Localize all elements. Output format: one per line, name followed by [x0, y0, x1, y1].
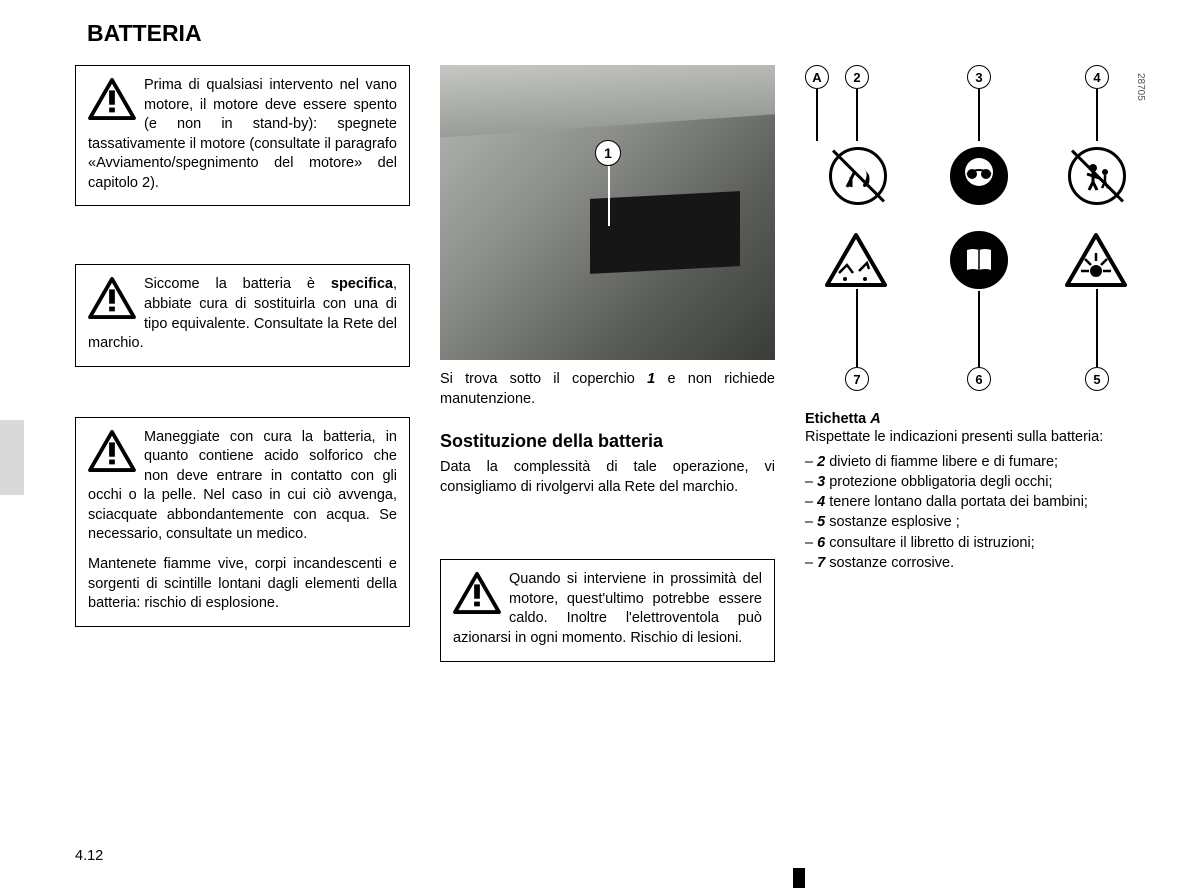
- page-number: 4.12: [75, 848, 103, 864]
- label-6: 6: [967, 367, 991, 391]
- page-title: BATTERIA: [87, 20, 1140, 47]
- no-flame-icon: [829, 147, 887, 205]
- subheading-replacement: Sostituzione della batteria: [440, 431, 775, 452]
- warning-box-specific-battery: Siccome la batteria è specifica, abbiate…: [75, 264, 410, 366]
- etichetta-list: 2 divieto di fiamme libere e di fumare; …: [805, 452, 1140, 574]
- footer-crop-mark: [793, 868, 805, 888]
- warning-triangle-icon: [88, 78, 136, 120]
- list-item: 3 protezione obbligatoria degli occhi;: [819, 472, 1140, 492]
- callout-number: 1: [595, 140, 621, 166]
- label-3: 3: [967, 65, 991, 89]
- etichetta-title: Etichetta A: [805, 410, 1140, 428]
- list-item: 4 tenere lontano dalla portata dei bambi…: [819, 492, 1140, 512]
- corrosive-icon: [825, 233, 887, 287]
- eye-protection-icon: [950, 147, 1008, 205]
- warning-box-acid: Maneggiate con cura la batteria, in quan…: [75, 417, 410, 627]
- replacement-body: Data la complessità di tale operazione, …: [440, 458, 775, 497]
- keep-away-children-icon: [1068, 147, 1126, 205]
- label-A: A: [805, 65, 829, 89]
- battery-label-diagram: 28705 A 2 3 4: [805, 65, 1130, 410]
- list-item: 5 sostanze esplosive ;: [819, 512, 1140, 532]
- list-item: 7 sostanze corrosive.: [819, 553, 1140, 573]
- warning-text: Mantenete fiamme vive, corpi incandescen…: [88, 555, 397, 614]
- label-4: 4: [1085, 65, 1109, 89]
- explosive-icon: [1065, 233, 1127, 287]
- warning-box-hot-engine: Quando si interviene in prossimità del m…: [440, 559, 775, 661]
- section-tab: [0, 420, 24, 495]
- column-2: 1 36628 Si trova sotto il coperchio 1 e …: [440, 65, 775, 662]
- engine-bay-photo: 1 36628: [440, 65, 775, 360]
- warning-triangle-icon: [453, 572, 501, 614]
- list-item: 2 divieto di fiamme libere e di fumare;: [819, 452, 1140, 472]
- label-5: 5: [1085, 367, 1109, 391]
- callout-1: 1: [595, 140, 621, 166]
- warning-triangle-icon: [88, 430, 136, 472]
- column-1: Prima di qualsiasi intervento nel vano m…: [75, 65, 410, 662]
- label-2: 2: [845, 65, 869, 89]
- read-manual-icon: [950, 231, 1008, 289]
- warning-triangle-icon: [88, 277, 136, 319]
- warning-box-engine-off: Prima di qualsiasi intervento nel vano m…: [75, 65, 410, 206]
- column-3: 28705 A 2 3 4: [805, 65, 1140, 662]
- list-item: 6 consultare il libretto di istruzioni;: [819, 533, 1140, 553]
- label-7: 7: [845, 367, 869, 391]
- photo-caption: Si trova sotto il coperchio 1 e non rich…: [440, 370, 775, 409]
- diagram-code: 28705: [1135, 73, 1146, 101]
- etichetta-intro: Rispettate le indicazioni presenti sulla…: [805, 428, 1140, 448]
